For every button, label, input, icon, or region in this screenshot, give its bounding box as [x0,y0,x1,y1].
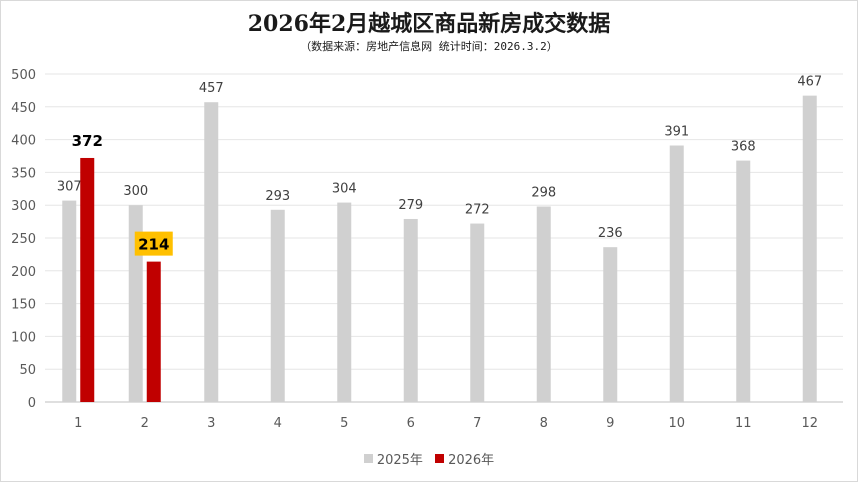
legend-label-2025: 2025年 [376,453,423,468]
bar-2025 [736,160,751,402]
data-label-2025: 293 [265,189,290,204]
y-tick-label: 350 [11,166,36,181]
data-label-2026: 214 [138,236,169,254]
x-tick-label: 8 [540,416,548,431]
data-label-2025: 391 [664,125,689,140]
legend-swatch-2026 [435,454,445,463]
x-tick-label: 9 [606,416,614,431]
x-tick-label: 3 [207,416,215,431]
x-tick-label: 2 [141,416,149,431]
legend-label-2026: 2026年 [448,453,495,468]
y-tick-label: 150 [11,298,36,313]
y-tick-label: 250 [11,232,36,247]
chart-subtitle: （数据来源：房地产信息网 统计时间：2026.3.2） [300,40,558,53]
data-label-2025: 467 [797,75,822,90]
legend-item-2025: 2025年 [363,449,423,468]
y-tick-label: 50 [19,363,36,378]
y-tick-label: 300 [11,199,36,214]
data-label-2025: 279 [398,198,423,213]
data-label-2025: 307 [57,180,82,195]
bar-2025 [603,247,618,402]
legend: 2025年 2026年 [0,449,858,468]
bar-2026 [80,157,95,402]
y-tick-label: 0 [28,396,36,411]
y-tick-label: 200 [11,265,36,280]
x-tick-label: 5 [340,416,348,431]
x-tick-label: 11 [735,416,752,431]
data-label-2025: 272 [465,203,490,218]
legend-swatch-2025 [363,454,373,463]
y-tick-label: 450 [11,101,36,116]
chart-title: 2026年2月越城区商品新房成交数据 [247,11,611,37]
x-tick-label: 6 [407,416,415,431]
x-tick-label: 4 [274,416,282,431]
legend-item-2026: 2026年 [435,449,494,468]
bar-2025 [204,102,219,402]
bar-2025 [802,95,817,402]
y-tick-label: 100 [11,330,36,345]
bar-2025 [470,223,485,402]
data-label-2025: 304 [332,182,357,197]
data-label-2025: 298 [531,186,556,201]
data-label-highlight [134,231,173,256]
x-tick-label: 7 [473,416,481,431]
x-tick-label: 12 [801,416,818,431]
data-label-2025: 368 [731,140,756,155]
y-tick-label: 400 [11,134,36,149]
bar-2025 [62,200,77,402]
bar-2025 [337,202,352,402]
bar-2025 [403,218,418,402]
data-label-2025: 300 [123,184,148,199]
data-label-2025: 457 [199,81,224,96]
data-label-2026: 372 [72,132,103,150]
bar-2025 [669,145,684,402]
y-tick-label: 500 [11,68,36,83]
x-tick-label: 10 [668,416,685,431]
bar-2026 [146,261,161,402]
bar-2025 [270,209,285,402]
bar-2025 [536,206,551,402]
x-tick-label: 1 [74,416,82,431]
data-label-2025: 236 [598,226,623,241]
